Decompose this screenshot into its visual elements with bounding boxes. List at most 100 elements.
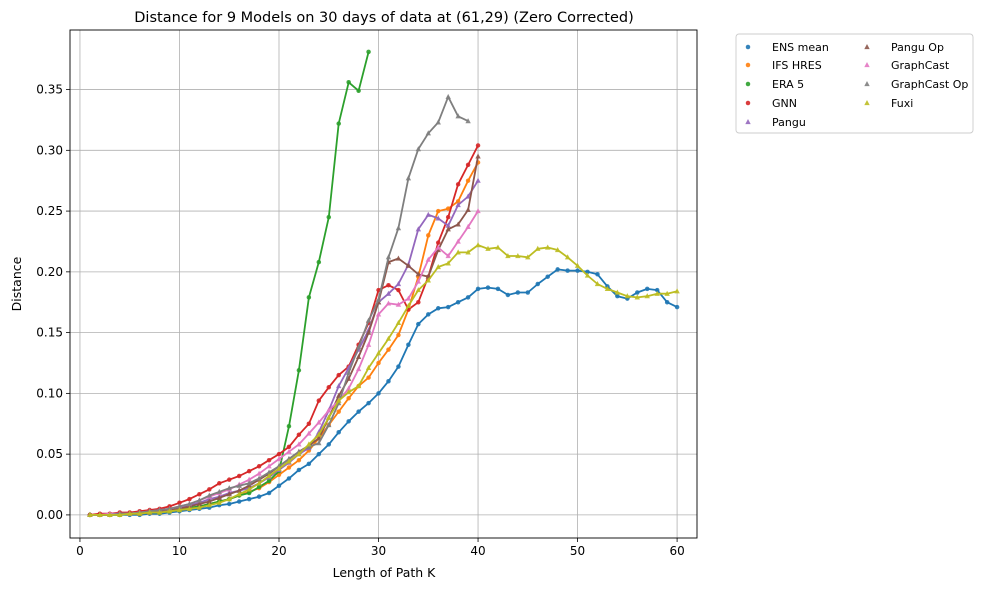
chart-title: Distance for 9 Models on 30 days of data…: [134, 10, 633, 26]
data-point: [664, 290, 670, 296]
data-point: [186, 500, 193, 507]
legend-label: ENS mean: [772, 41, 829, 54]
y-tick-label: 0.15: [36, 326, 63, 340]
data-point: [385, 335, 392, 341]
data-point: [156, 509, 163, 515]
data-point: [326, 442, 332, 447]
data-point: [276, 456, 282, 462]
data-point: [207, 487, 212, 492]
data-point: [375, 296, 382, 302]
data-point: [355, 383, 362, 389]
data-point: [405, 302, 412, 308]
data-point: [425, 277, 431, 283]
data-point: [346, 419, 351, 424]
legend-label: Fuxi: [891, 97, 913, 110]
data-point: [316, 419, 322, 425]
data-point: [545, 244, 551, 250]
data-point: [296, 451, 302, 457]
data-point: [296, 467, 302, 473]
data-point: [236, 473, 242, 479]
data-point: [286, 444, 292, 450]
x-tick-label: 60: [669, 544, 684, 558]
data-point: [385, 290, 392, 296]
data-point: [375, 311, 382, 317]
data-point: [426, 233, 431, 238]
data-point: [575, 268, 580, 273]
data-point: [196, 504, 203, 510]
data-point: [196, 497, 203, 503]
y-tick-label: 0.05: [36, 447, 63, 461]
data-point: [445, 222, 451, 228]
data-point: [306, 295, 312, 300]
data-point: [336, 372, 341, 378]
data-point: [475, 153, 481, 159]
legend-label: GraphCast: [891, 59, 950, 72]
data-point: [306, 421, 312, 427]
data-point: [365, 317, 372, 323]
data-point: [206, 498, 213, 504]
data-point: [386, 347, 391, 352]
data-point: [97, 511, 103, 518]
data-point: [107, 511, 113, 518]
x-axis-label: Length of Path K: [333, 565, 437, 580]
data-point: [674, 288, 680, 294]
legend-marker: [864, 100, 870, 106]
grid: [70, 30, 697, 538]
data-point: [226, 477, 232, 482]
legend-label: IFS HRES: [772, 59, 822, 72]
data-point: [316, 431, 322, 437]
data-point: [286, 476, 292, 481]
legend-entry: ERA 5: [745, 78, 804, 91]
data-point: [316, 440, 322, 446]
data-point: [366, 400, 371, 406]
legend-marker: [745, 44, 751, 50]
data-point: [505, 292, 511, 298]
data-point: [336, 397, 342, 403]
data-point: [326, 414, 332, 420]
data-point: [525, 290, 531, 295]
data-point: [535, 245, 541, 251]
data-point: [236, 499, 242, 504]
data-point: [177, 500, 182, 506]
data-point: [166, 508, 173, 514]
data-point: [416, 321, 421, 327]
data-point: [564, 254, 571, 260]
data-point: [87, 511, 93, 518]
data-point: [386, 378, 391, 384]
series-fuxi: [87, 242, 680, 518]
data-point: [216, 494, 222, 500]
data-point: [644, 286, 650, 292]
data-point: [286, 465, 292, 470]
data-point: [246, 490, 252, 496]
data-point: [236, 487, 242, 493]
data-point: [445, 304, 451, 310]
data-point: [216, 488, 222, 494]
data-point: [296, 441, 302, 447]
data-point: [286, 458, 292, 464]
data-point: [376, 391, 381, 396]
data-point: [395, 319, 402, 325]
data-point: [346, 80, 351, 85]
legend-entry: Pangu Op: [864, 41, 944, 54]
legend-entry: GraphCast: [864, 59, 950, 72]
data-point: [186, 505, 193, 511]
data-point: [346, 395, 351, 401]
data-point: [435, 306, 441, 311]
y-axis-label: Distance: [9, 256, 24, 311]
data-point: [455, 199, 461, 204]
data-point: [445, 214, 451, 220]
data-point: [465, 223, 471, 229]
data-point: [217, 481, 222, 486]
data-point: [395, 225, 402, 231]
data-point: [634, 294, 640, 300]
legend-entry: ENS mean: [745, 41, 829, 54]
data-point: [296, 432, 302, 437]
data-point: [445, 260, 451, 266]
data-point: [236, 482, 242, 488]
data-point: [614, 289, 621, 295]
y-tick-label: 0.25: [36, 204, 63, 218]
plot-area-frame: [69, 29, 698, 539]
legend-entry: Fuxi: [864, 97, 913, 110]
data-point: [555, 267, 560, 272]
data-point: [465, 206, 471, 212]
